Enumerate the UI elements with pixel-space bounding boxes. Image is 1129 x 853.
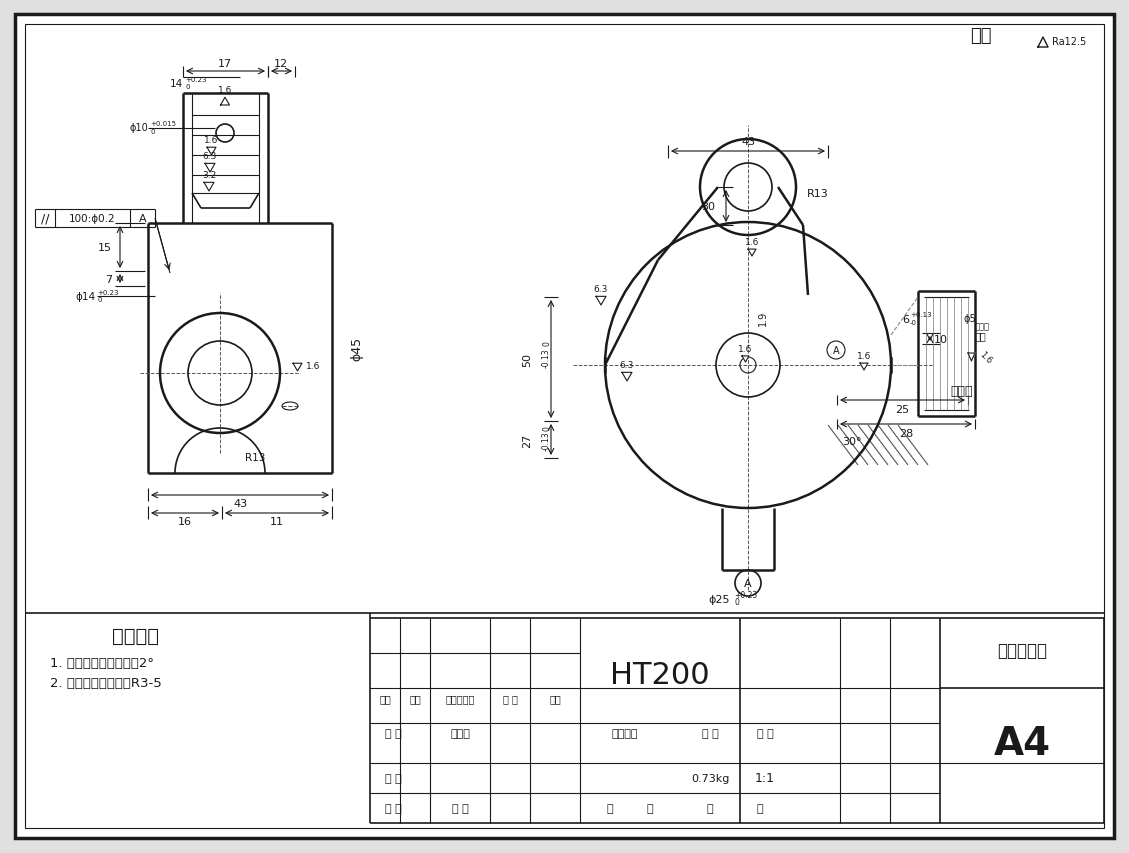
Text: 2. 未注铸造圆角半径R3-5: 2. 未注铸造圆角半径R3-5 <box>50 676 161 690</box>
Polygon shape <box>294 363 301 372</box>
Text: 6: 6 <box>902 315 909 325</box>
Text: 1.6: 1.6 <box>745 238 759 247</box>
Text: ϕ14: ϕ14 <box>75 292 95 302</box>
Text: 页: 页 <box>647 803 654 813</box>
Text: 车床手柄座: 车床手柄座 <box>997 641 1047 659</box>
Text: ϕ5: ϕ5 <box>963 314 975 323</box>
Text: 数 量: 数 量 <box>701 728 718 738</box>
Text: 日 期: 日 期 <box>452 803 469 813</box>
Polygon shape <box>207 148 216 156</box>
Polygon shape <box>596 297 606 305</box>
Text: ϕ10: ϕ10 <box>129 123 148 133</box>
Text: 0.73kg: 0.73kg <box>691 773 729 783</box>
Text: 标记: 标记 <box>379 693 391 703</box>
Text: 0: 0 <box>97 297 102 303</box>
Text: 第: 第 <box>707 803 714 813</box>
Text: 0: 0 <box>185 84 190 90</box>
Text: +0.13: +0.13 <box>910 311 931 317</box>
Polygon shape <box>1038 38 1048 48</box>
Text: 页: 页 <box>756 803 763 813</box>
Text: 43: 43 <box>233 498 247 508</box>
Text: A: A <box>833 345 839 356</box>
Text: 签 字: 签 字 <box>502 693 517 703</box>
Text: 0: 0 <box>542 426 551 431</box>
Text: 7: 7 <box>105 275 112 285</box>
Text: A: A <box>139 214 147 223</box>
Text: 1:1: 1:1 <box>755 772 774 785</box>
Text: 设 计: 设 计 <box>385 728 402 738</box>
Text: 1.6: 1.6 <box>857 351 872 361</box>
Text: 16: 16 <box>178 516 192 526</box>
Text: 图样标记: 图样标记 <box>612 728 638 738</box>
Polygon shape <box>204 183 215 192</box>
Text: +0.23: +0.23 <box>734 589 758 599</box>
Text: 27: 27 <box>522 433 532 448</box>
Text: 28: 28 <box>899 428 913 438</box>
Text: ϕ25: ϕ25 <box>709 595 730 604</box>
Text: 14: 14 <box>169 79 183 89</box>
Text: Ra12.5: Ra12.5 <box>1052 37 1086 47</box>
Text: 11: 11 <box>270 516 285 526</box>
Text: 共: 共 <box>606 803 613 813</box>
Text: 6.3: 6.3 <box>620 361 634 370</box>
Text: 25: 25 <box>895 404 909 415</box>
Text: 配铰: 配铰 <box>975 331 987 340</box>
Polygon shape <box>860 363 868 370</box>
Text: 6.3: 6.3 <box>203 152 217 161</box>
Text: HT200: HT200 <box>610 661 710 690</box>
Text: 12: 12 <box>274 59 288 69</box>
Text: //: // <box>41 212 50 225</box>
Text: 43: 43 <box>741 136 755 147</box>
Text: 1.6: 1.6 <box>306 362 320 370</box>
Text: 更改文件号: 更改文件号 <box>445 693 474 703</box>
Text: 1.6: 1.6 <box>204 136 219 145</box>
Polygon shape <box>205 164 215 173</box>
Text: 10: 10 <box>934 334 948 345</box>
Text: +0.23: +0.23 <box>97 290 119 296</box>
Text: 6.3: 6.3 <box>594 285 609 294</box>
Text: 日期: 日期 <box>549 693 561 703</box>
Text: 100:ϕ0.2: 100:ϕ0.2 <box>69 214 115 223</box>
Text: 其余: 其余 <box>970 27 991 45</box>
Polygon shape <box>742 357 749 363</box>
Polygon shape <box>15 15 1114 838</box>
Text: 15: 15 <box>98 243 112 252</box>
Text: A4: A4 <box>994 724 1051 762</box>
Polygon shape <box>749 250 756 257</box>
Text: +0.015: +0.015 <box>150 121 176 127</box>
Text: 1.6: 1.6 <box>738 345 753 353</box>
Text: R13: R13 <box>807 189 829 199</box>
Text: ϕ45: ϕ45 <box>350 337 364 361</box>
Text: 3.2: 3.2 <box>202 171 216 180</box>
Text: 比 例: 比 例 <box>756 728 773 738</box>
Text: -0.13: -0.13 <box>542 348 551 368</box>
Text: 0: 0 <box>542 341 551 346</box>
Text: -0: -0 <box>910 320 917 326</box>
Text: 30°: 30° <box>842 437 861 446</box>
Text: -0.13: -0.13 <box>542 431 551 450</box>
Polygon shape <box>968 354 975 362</box>
Text: 0: 0 <box>734 598 738 606</box>
Text: 1.6: 1.6 <box>978 350 994 365</box>
Polygon shape <box>220 98 229 106</box>
Text: +0.23: +0.23 <box>185 77 207 83</box>
Text: 标准化: 标准化 <box>450 728 470 738</box>
Text: 17: 17 <box>218 59 233 69</box>
Text: 1.6: 1.6 <box>218 86 233 95</box>
Text: A: A <box>744 578 752 589</box>
Text: 1. 铸造起模斜度不大于2°: 1. 铸造起模斜度不大于2° <box>50 657 154 670</box>
Text: 0: 0 <box>150 129 155 135</box>
Text: 技术要求: 技术要求 <box>112 626 158 645</box>
Text: 检查长: 检查长 <box>949 385 972 398</box>
Text: 50: 50 <box>522 352 532 367</box>
Text: 工 艺: 工 艺 <box>385 803 402 813</box>
Polygon shape <box>622 373 632 381</box>
Text: 审 核: 审 核 <box>385 773 402 783</box>
Text: 处数: 处数 <box>409 693 421 703</box>
Text: 30: 30 <box>701 202 715 212</box>
Text: 1.9: 1.9 <box>758 310 768 325</box>
Text: 装销孔: 装销孔 <box>975 322 990 331</box>
Text: R13: R13 <box>245 452 265 462</box>
